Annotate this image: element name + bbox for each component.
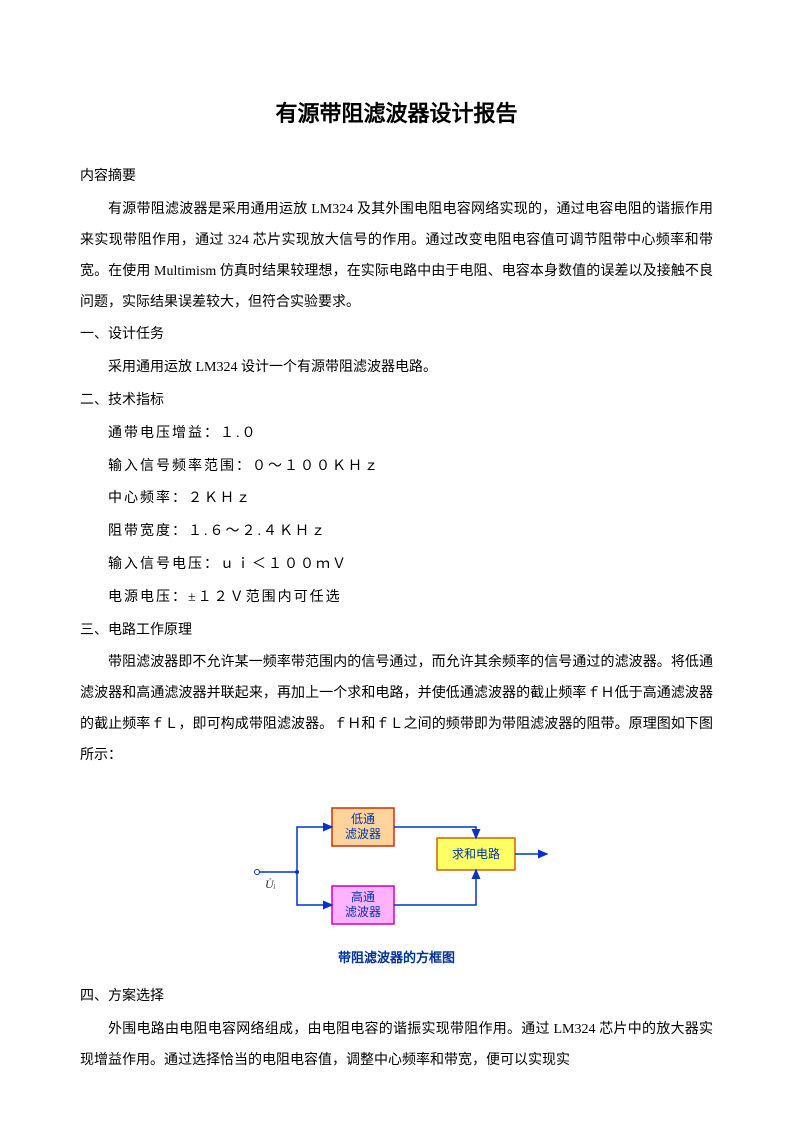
section-1-body: 采用通用运放 LM324 设计一个有源带阻滤波器电路。 [80, 353, 713, 384]
svg-text:U̇ᵢ: U̇ᵢ [265, 877, 276, 891]
section-4-body: 外围电路由电阻电容网络组成，由电阻电容的谐振实现带阻作用。通过 LM324 芯片… [80, 1015, 713, 1077]
section-3-body: 带阻滤波器即不允许某一频率带范围内的信号通过，而允许其余频率的信号通过的滤波器。… [80, 648, 713, 771]
diagram-caption: 带阻滤波器的方框图 [80, 944, 713, 973]
spec-input-freq-range: 输入信号频率范围：０～１００ＫＨｚ [80, 452, 713, 483]
section-3-heading: 三、电路工作原理 [80, 616, 713, 647]
abstract-paragraph: 有源带阻滤波器是采用通用运放 LM324 及其外围电阻电容网络实现的，通过电容电… [80, 195, 713, 318]
page: 有源带阻滤波器设计报告 内容摘要 有源带阻滤波器是采用通用运放 LM324 及其… [0, 0, 793, 1139]
spec-stopband-width: 阻带宽度：１.６～２.４ＫＨｚ [80, 517, 713, 548]
block-diagram-svg: 低通滤波器高通滤波器求和电路U̇ᵢ [237, 790, 557, 940]
spec-center-freq: 中心频率：２ＫＨｚ [80, 484, 713, 515]
section-1-heading: 一、设计任务 [80, 320, 713, 351]
svg-text:求和电路: 求和电路 [451, 846, 499, 861]
section-2-heading: 二、技术指标 [80, 386, 713, 417]
spec-gain: 通带电压增益：１.０ [80, 419, 713, 450]
svg-text:滤波器: 滤波器 [344, 827, 380, 841]
spec-input-voltage: 输入信号电压：ｕｉ＜１００ｍＶ [80, 550, 713, 581]
block-diagram: 低通滤波器高通滤波器求和电路U̇ᵢ 带阻滤波器的方框图 [80, 790, 713, 973]
svg-text:低通: 低通 [350, 812, 374, 826]
svg-text:滤波器: 滤波器 [344, 905, 380, 919]
spec-supply-voltage: 电源电压：±１２Ｖ范围内可任选 [80, 583, 713, 614]
svg-text:高通: 高通 [350, 889, 374, 904]
document-title: 有源带阻滤波器设计报告 [80, 90, 713, 138]
abstract-heading: 内容摘要 [80, 162, 713, 193]
section-4-heading: 四、方案选择 [80, 982, 713, 1013]
